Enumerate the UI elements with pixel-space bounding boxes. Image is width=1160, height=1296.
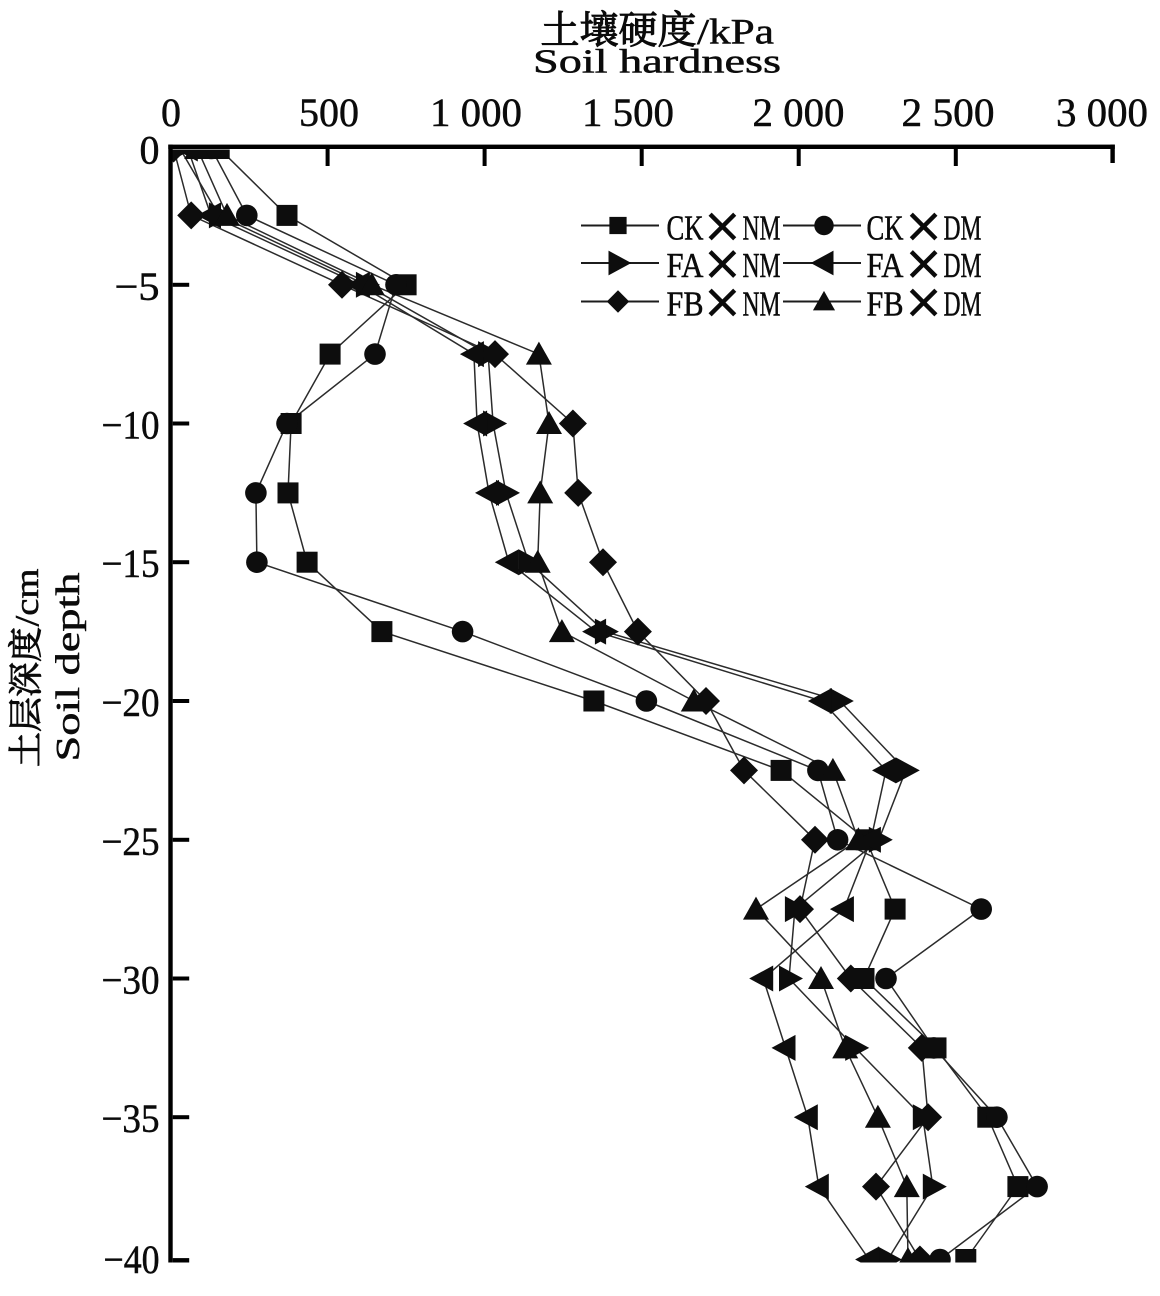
svg-text:−25: −25 — [102, 819, 160, 864]
svg-text:/kPa: /kPa — [697, 12, 774, 52]
svg-text:1 500: 1 500 — [582, 90, 674, 135]
svg-text:−10: −10 — [102, 403, 160, 448]
svg-text:CK: CK — [867, 209, 904, 248]
svg-text:Soil depth: Soil depth — [50, 573, 87, 762]
svg-text:DM: DM — [944, 285, 982, 324]
svg-text:DM: DM — [944, 246, 982, 285]
svg-text:CK: CK — [667, 209, 704, 248]
svg-text:NM: NM — [743, 285, 781, 324]
svg-text:−30: −30 — [102, 958, 160, 1003]
svg-text:NM: NM — [743, 246, 781, 285]
svg-text:2 500: 2 500 — [902, 90, 995, 135]
svg-text:0: 0 — [140, 128, 160, 173]
svg-text:−15: −15 — [102, 541, 160, 586]
svg-text:/cm: /cm — [9, 569, 46, 627]
svg-text:−35: −35 — [102, 1096, 160, 1141]
svg-text:0: 0 — [161, 90, 181, 135]
svg-text:500: 500 — [299, 90, 359, 135]
svg-text:−40: −40 — [104, 1237, 160, 1282]
svg-text:FA: FA — [667, 246, 705, 285]
svg-text:DM: DM — [944, 209, 982, 248]
svg-text:NM: NM — [743, 209, 781, 248]
svg-text:−5: −5 — [115, 264, 160, 309]
svg-text:3 000: 3 000 — [1056, 90, 1148, 135]
svg-text:Soil hardness: Soil hardness — [533, 44, 781, 81]
svg-text:1 000: 1 000 — [430, 90, 522, 135]
svg-text:FB: FB — [867, 285, 904, 324]
svg-text:FB: FB — [667, 285, 704, 324]
svg-text:−20: −20 — [102, 680, 160, 725]
svg-text:FA: FA — [867, 246, 905, 285]
svg-text:2 000: 2 000 — [753, 90, 845, 135]
